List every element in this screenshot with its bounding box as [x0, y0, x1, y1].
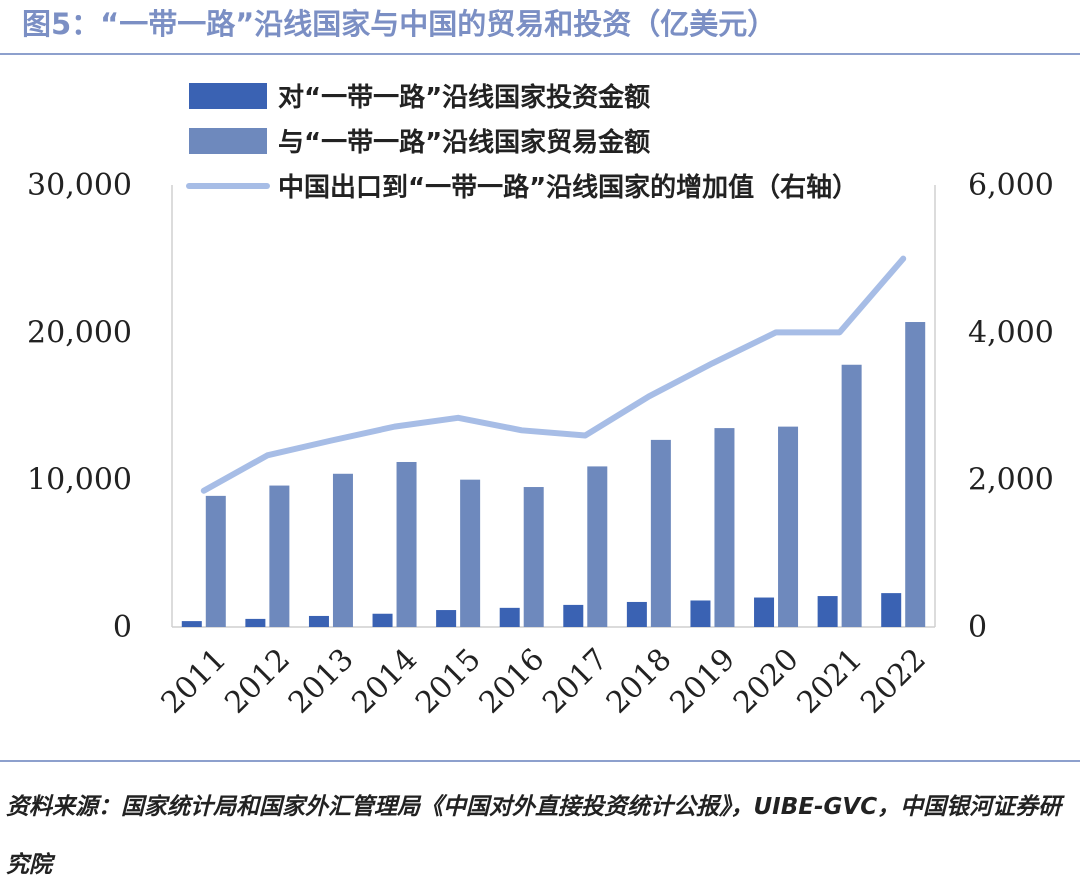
left-tick-label: 30,000	[27, 168, 132, 203]
investment-bar	[499, 607, 520, 627]
legend-label-0: 对“一带一路”沿线国家投资金额	[278, 82, 650, 113]
trade-bar	[269, 485, 290, 627]
trade-bar	[778, 426, 799, 627]
legend-swatch-0	[189, 83, 267, 109]
source-note: 资料来源：国家统计局和国家外汇管理局《中国对外直接投资统计公报》，UIBE-GV…	[6, 794, 1062, 878]
investment-bar	[754, 597, 775, 627]
trade-bar	[650, 439, 671, 627]
legend-label-1: 与“一带一路”沿线国家贸易金额	[278, 127, 650, 158]
legend-swatch-1	[189, 128, 267, 154]
value-added-line	[200, 255, 907, 494]
investment-bar	[308, 615, 329, 627]
x-tick-label: 2022	[854, 642, 933, 721]
x-tick-label: 2012	[218, 642, 297, 721]
left-tick-label: 0	[113, 610, 132, 645]
x-tick-label: 2015	[409, 642, 488, 721]
trade-bar	[587, 466, 608, 627]
trade-bar	[905, 322, 926, 627]
investment-bar	[563, 604, 584, 627]
right-tick-label: 2,000	[968, 463, 1054, 498]
x-tick-label: 2017	[536, 642, 615, 721]
x-tick-label: 2014	[345, 642, 424, 721]
legend-label-2: 中国出口到“一带一路”沿线国家的增加值（右轴）	[278, 172, 858, 203]
trade-bar	[841, 364, 862, 627]
x-tick-label: 2018	[600, 642, 679, 721]
trade-bar	[332, 473, 353, 627]
right-tick-label: 0	[968, 610, 987, 645]
right-tick-label: 6,000	[968, 168, 1054, 203]
x-tick-label: 2019	[663, 642, 742, 721]
left-tick-label: 20,000	[27, 315, 132, 350]
trade-bar	[523, 487, 544, 627]
right-tick-label: 4,000	[968, 315, 1054, 350]
title-divider	[0, 53, 1080, 55]
trade-bar	[714, 428, 735, 627]
investment-bar	[881, 593, 902, 627]
source-divider	[0, 760, 1080, 762]
investment-bar	[245, 618, 266, 627]
x-tick-label: 2016	[473, 642, 552, 721]
x-tick-label: 2011	[155, 642, 234, 721]
trade-bar	[396, 461, 417, 627]
trade-investment-chart: 010,00020,00030,00002,0004,0006,00020112…	[27, 82, 1054, 721]
x-tick-label: 2021	[791, 642, 870, 721]
trade-bar	[205, 495, 226, 627]
trade-bar	[460, 479, 481, 627]
investment-bar	[436, 610, 457, 627]
investment-bar	[372, 613, 393, 627]
investment-bar	[690, 600, 711, 627]
investment-bar	[181, 621, 202, 627]
investment-bar	[817, 596, 838, 627]
x-tick-label: 2013	[282, 642, 361, 721]
left-tick-label: 10,000	[27, 463, 132, 498]
x-tick-label: 2020	[727, 642, 806, 721]
investment-bar	[626, 601, 647, 627]
figure-title: 图5：“一带一路”沿线国家与中国的贸易和投资（亿美元）	[22, 7, 777, 41]
